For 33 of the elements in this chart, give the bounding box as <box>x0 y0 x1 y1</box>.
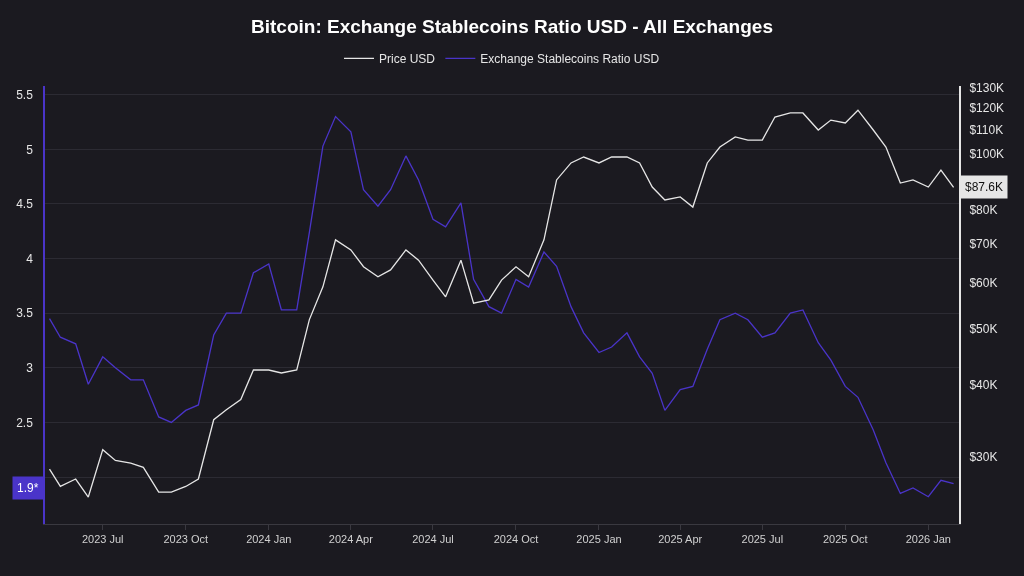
y2-tick-label: $120K <box>969 101 1005 116</box>
y-tick-label: 4.5 <box>16 197 34 212</box>
y2-tick-label: $110K <box>969 123 1004 138</box>
x-tick-label: 2024 Oct <box>493 533 539 546</box>
x-tick-label: 2024 Jan <box>246 533 292 546</box>
x-tick-label: 2023 Jul <box>81 533 124 546</box>
x-tick-label: 2025 Jan <box>576 533 622 546</box>
y-tick-label: 3.5 <box>16 306 34 321</box>
y2-tick-label: $70K <box>969 236 998 251</box>
y2-tick-label: $30K <box>969 450 998 465</box>
y-tick-label: 5 <box>26 142 34 157</box>
x-tick-label: 2024 Jul <box>412 533 454 546</box>
y2-tick-label: $50K <box>969 321 998 336</box>
y2-tick-label: $40K <box>969 377 998 392</box>
y2-tick-label: $100K <box>969 147 1005 162</box>
text: 1.9* <box>17 481 39 495</box>
legend-label: Exchange Stablecoins Ratio USD <box>480 52 660 67</box>
x-tick-label: 2023 Oct <box>163 533 209 546</box>
y2-tick-label: $130K <box>969 81 1005 96</box>
x-tick-label: 2024 Apr <box>328 533 374 546</box>
x-tick-label: 2025 Oct <box>822 533 868 546</box>
y2-tick-label: $80K <box>969 203 998 218</box>
y-tick-label: 3 <box>26 361 34 376</box>
chart-title: Bitcoin: Exchange Stablecoins Ratio USD - All Exchanges <box>251 16 773 38</box>
y-tick-label: 5.5 <box>16 87 34 102</box>
x-tick-label: 2026 Jan <box>905 533 951 546</box>
legend-label: Price USD <box>379 52 436 67</box>
x-tick-label: 2025 Apr <box>658 533 703 546</box>
y-tick-label: 4 <box>26 251 34 266</box>
y2-tick-label: $60K <box>969 275 998 290</box>
x-tick-label: 2025 Jul <box>741 533 784 546</box>
y-tick-label: 2.5 <box>16 415 34 430</box>
text: $87.6K <box>965 180 1004 194</box>
